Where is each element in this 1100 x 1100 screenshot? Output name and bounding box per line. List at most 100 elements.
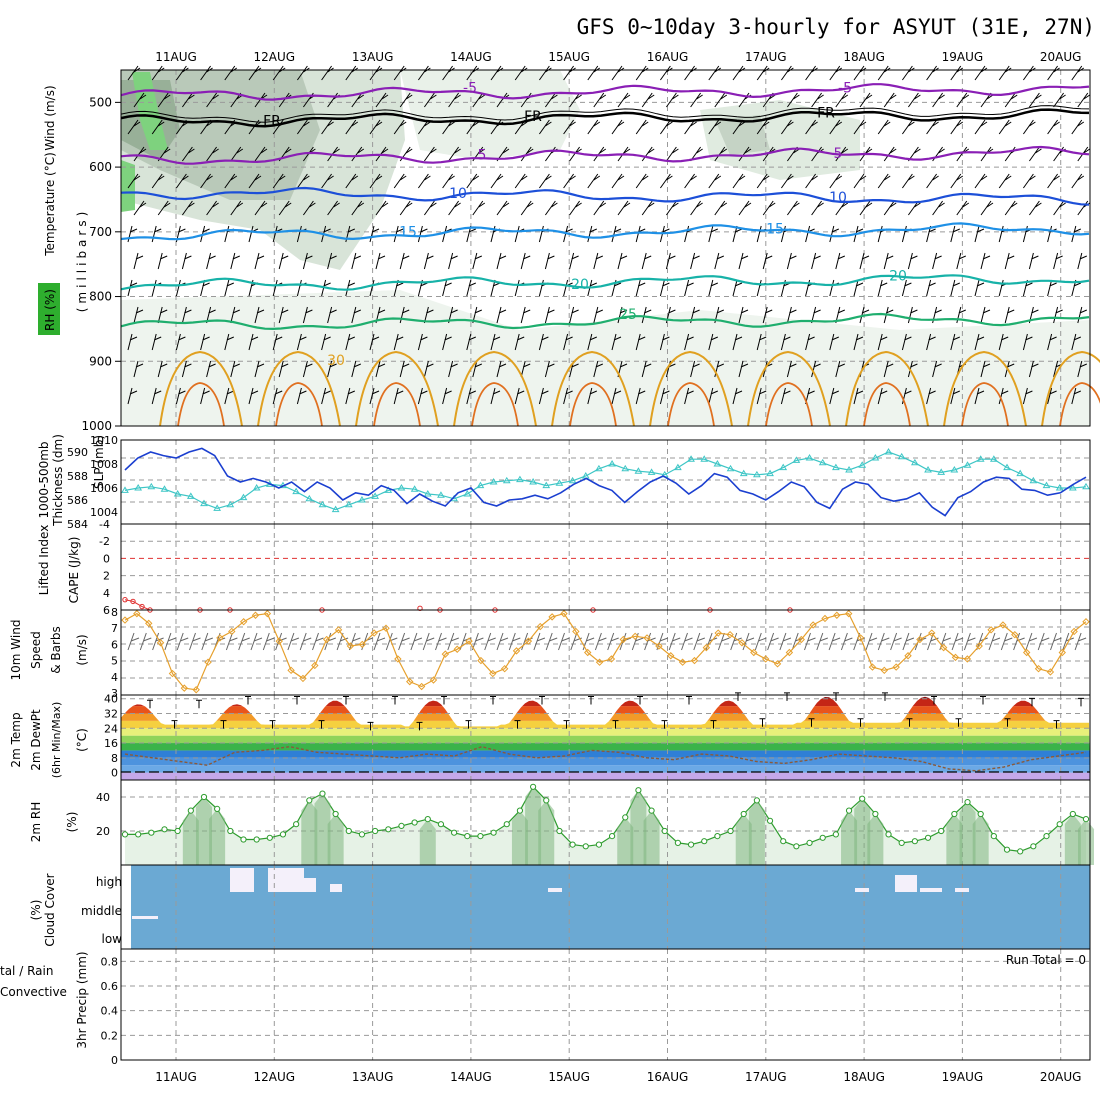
date-label-bottom: 19AUG: [942, 1070, 984, 1084]
wind-barb: [230, 360, 240, 378]
thickness-point: [608, 460, 616, 467]
temp-marker: [367, 721, 374, 731]
wind-barb: [569, 200, 582, 216]
label-barbs: & Barbs: [49, 626, 63, 674]
wind-barb: [248, 387, 259, 405]
wind-barb: [593, 200, 607, 216]
wind-barb: [398, 632, 410, 651]
wind-barb: [570, 632, 582, 651]
wind-barb: [786, 306, 797, 324]
wind-point: [512, 647, 521, 655]
wind-barb: [230, 306, 240, 324]
wind-barb: [393, 173, 407, 189]
wind-barb: [641, 252, 652, 270]
wind-barb: [206, 252, 216, 270]
isotherm: [120, 145, 1090, 165]
date-label-top: 17AUG: [745, 50, 787, 64]
wind-barb: [865, 632, 878, 651]
thickness-point: [476, 481, 485, 489]
wind-barb: [1077, 306, 1087, 324]
thickness-point: [713, 460, 722, 467]
wind-barb: [466, 279, 476, 297]
wind-barb: [756, 173, 770, 189]
isotherm: [120, 105, 1090, 123]
rh-point: [766, 817, 774, 824]
wind-barb: [375, 252, 386, 270]
wind-barb: [248, 333, 259, 351]
temp-marker: [710, 720, 717, 729]
wind-barb: [980, 306, 991, 324]
wind-point: [809, 621, 817, 629]
wind-barb: [611, 225, 622, 243]
wind-axis: 8 7 6 5 4 3: [111, 606, 118, 700]
wind-barb: [1028, 146, 1042, 162]
temp-marker: [416, 721, 423, 731]
temp-marker: [392, 696, 398, 705]
wind-barb: [351, 306, 361, 324]
wind-barb: [558, 632, 570, 651]
thickness-point: [845, 466, 853, 473]
rh-point: [635, 787, 642, 794]
wind-barb: [544, 306, 555, 324]
wind-point: [1034, 664, 1043, 673]
wind-barb: [619, 632, 632, 651]
wind-barb: [181, 92, 195, 108]
wind-point: [951, 653, 960, 662]
isotherm-label: 20: [889, 269, 907, 285]
wind-barb: [200, 173, 213, 189]
wind-barb: [901, 279, 912, 297]
rh-point: [727, 827, 734, 835]
wind-barb: [278, 200, 292, 216]
date-label-bottom: 20AUG: [1040, 1070, 1082, 1084]
wind-speed-markers: [121, 609, 1090, 694]
thickness-point: [292, 487, 301, 495]
thickness-point: [529, 478, 537, 485]
date-label-top: 11AUG: [155, 50, 197, 64]
wind-barb: [133, 146, 147, 162]
label-rh: RH (%): [43, 289, 57, 331]
wind-barb: [1071, 387, 1081, 405]
slp-line: [124, 447, 1087, 517]
wind-barb: [230, 252, 240, 270]
rh-point: [911, 838, 918, 845]
wind-barb: [641, 306, 652, 324]
wind-barb: [926, 279, 936, 297]
date-label-top: 15AUG: [548, 50, 590, 64]
thickness-point: [805, 454, 814, 461]
temp-marker: [1078, 697, 1084, 707]
wind-barb: [762, 306, 773, 324]
temp-band: [121, 728, 1090, 736]
wind-barb: [417, 225, 428, 243]
thickness-point: [239, 493, 248, 501]
wind-point: [845, 609, 853, 618]
wind-barb: [157, 200, 171, 216]
date-label-top: 13AUG: [352, 50, 394, 64]
rh-point: [582, 843, 589, 850]
thickness-point: [147, 482, 156, 490]
rh-point: [200, 793, 208, 801]
isotherm-30: [1041, 350, 1100, 427]
wind-point: [251, 611, 260, 619]
wind-barb: [635, 387, 646, 405]
rh-point: [845, 807, 853, 814]
temp-marker: [1029, 697, 1035, 707]
wind-barb: [932, 200, 945, 216]
wind-barb: [206, 146, 219, 162]
thickness-point: [555, 479, 564, 486]
temp-marker: [686, 696, 692, 705]
wind-barb: [883, 92, 897, 108]
dewpoint-line: [124, 745, 1087, 772]
wind-barb: [665, 252, 676, 270]
wind-point: [833, 611, 841, 619]
isotherm-35: [667, 382, 715, 427]
isotherm-30: [257, 350, 341, 427]
date-label-bottom: 11AUG: [155, 1070, 197, 1084]
wind-barb: [1053, 306, 1063, 324]
wind-point: [358, 640, 366, 649]
thickness-point: [305, 494, 314, 502]
rh-peak-fill: [419, 819, 436, 865]
wind-point: [750, 648, 758, 657]
isotherm-label: 20: [571, 277, 589, 293]
